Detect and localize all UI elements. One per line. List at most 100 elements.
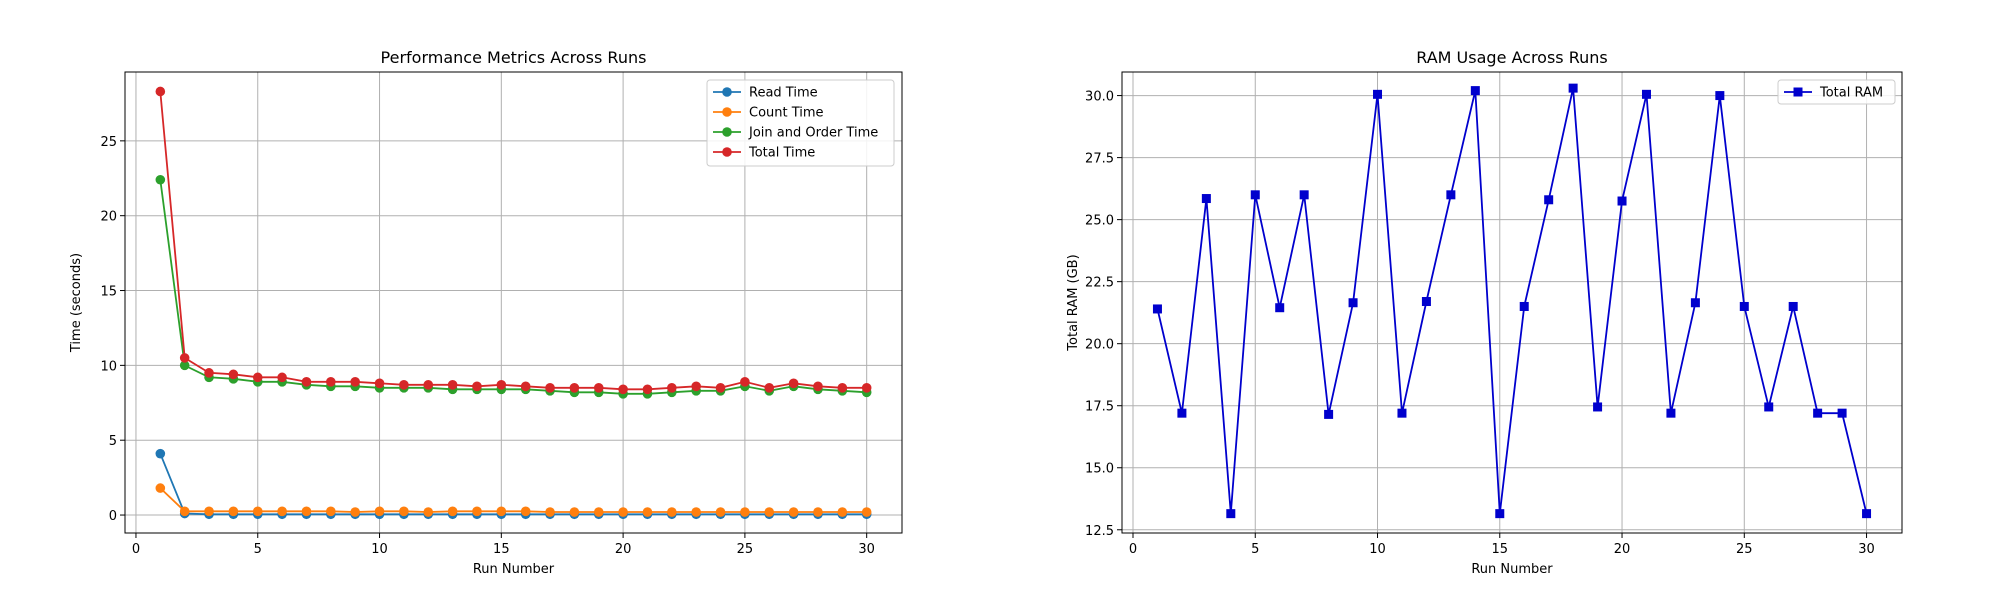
y-tick-label: 17.5 xyxy=(1085,400,1114,415)
data-point xyxy=(691,507,701,517)
data-point xyxy=(179,360,190,371)
data-point xyxy=(179,506,190,517)
data-point xyxy=(496,506,507,517)
data-point xyxy=(1739,301,1749,311)
data-point xyxy=(520,381,531,392)
x-tick-label: 5 xyxy=(254,542,262,557)
data-point xyxy=(374,506,385,517)
data-point xyxy=(520,506,531,517)
data-point xyxy=(861,383,872,393)
series-line xyxy=(159,453,867,516)
x-tick-label: 25 xyxy=(737,542,754,557)
data-point xyxy=(1788,301,1798,311)
data-point xyxy=(618,384,628,395)
legend-marker xyxy=(722,87,732,97)
y-axis-label: Time (seconds) xyxy=(69,253,84,353)
data-point xyxy=(1495,509,1505,519)
data-point xyxy=(1324,409,1334,419)
data-point xyxy=(837,383,848,393)
data-point xyxy=(1519,301,1529,311)
data-point xyxy=(667,507,677,517)
data-point xyxy=(228,369,239,380)
series-line xyxy=(1156,87,1868,514)
data-point xyxy=(1715,91,1725,101)
data-point xyxy=(667,383,677,393)
data-point xyxy=(1177,408,1187,418)
y-tick-label: 25.0 xyxy=(1085,214,1114,229)
data-point xyxy=(301,506,312,517)
x-tick-label: 15 xyxy=(1492,542,1509,557)
chart-1: 0 5 10 15 20 25 30 0 5 10 15 20 25 Performance Metric… xyxy=(69,48,903,577)
y-tick-label: 25 xyxy=(100,135,117,150)
data-point xyxy=(277,372,287,383)
data-point xyxy=(1690,298,1700,308)
legend-marker xyxy=(1793,87,1803,97)
data-point xyxy=(350,377,360,387)
x-tick-label: 0 xyxy=(1129,542,1137,557)
data-point xyxy=(374,378,385,389)
data-point xyxy=(715,383,726,393)
data-point xyxy=(545,507,555,517)
x-axis-label: Run Number xyxy=(1471,562,1553,577)
data-point xyxy=(1348,298,1358,308)
data-point xyxy=(593,507,604,517)
chart-2: 0 5 10 15 20 25 30 12.5 15.0 17.5 20.0 22.5 25.0 27.5… xyxy=(1066,48,1903,577)
legend: Total RAM xyxy=(1777,79,1896,105)
data-point xyxy=(1226,509,1236,519)
data-point xyxy=(1397,408,1407,418)
data-point xyxy=(569,383,580,393)
y-tick-label: 22.5 xyxy=(1085,276,1114,291)
data-point xyxy=(1641,89,1651,99)
data-point xyxy=(593,383,604,393)
data-point xyxy=(642,384,653,395)
y-tick-label: 27.5 xyxy=(1085,152,1114,167)
data-point xyxy=(813,507,823,517)
data-point xyxy=(1250,190,1260,200)
data-point xyxy=(740,507,750,517)
data-point xyxy=(155,86,166,97)
data-point xyxy=(472,506,482,517)
x-axis-label: Run Number xyxy=(473,562,555,577)
y-tick-label: 5 xyxy=(109,434,117,449)
chart-title: Performance Metrics Across Runs xyxy=(381,48,647,67)
data-point xyxy=(1275,303,1285,313)
data-point xyxy=(715,507,726,517)
y-axis-label: Total RAM (GB) xyxy=(1066,254,1081,351)
data-point xyxy=(326,377,336,387)
series-line xyxy=(159,487,867,513)
legend-label: Total Time xyxy=(748,146,815,161)
data-point xyxy=(155,448,166,459)
x-tick-label: 20 xyxy=(615,542,632,557)
x-tick-label: 30 xyxy=(858,542,875,557)
legend-box xyxy=(1777,79,1896,105)
data-point xyxy=(1617,196,1627,206)
data-point xyxy=(764,383,775,393)
data-point xyxy=(1299,190,1309,200)
y-tick-label: 20.0 xyxy=(1085,338,1114,353)
legend-label: Total RAM xyxy=(1819,86,1883,101)
legend-marker xyxy=(722,147,732,157)
legend-box xyxy=(706,79,895,167)
x-tick-label: 25 xyxy=(1736,542,1753,557)
legend-label: Read Time xyxy=(749,86,818,101)
data-point xyxy=(423,380,434,390)
data-point xyxy=(788,378,799,389)
x-tick-label: 0 xyxy=(132,542,140,557)
x-tick-label: 10 xyxy=(371,542,388,557)
data-point xyxy=(1764,402,1774,412)
legend-marker xyxy=(722,107,732,117)
data-point xyxy=(1593,402,1603,412)
chart-title: RAM Usage Across Runs xyxy=(1416,48,1608,67)
data-point xyxy=(1862,509,1872,519)
y-tick-label: 20 xyxy=(100,210,117,225)
data-point xyxy=(1544,195,1554,205)
y-tick-label: 0 xyxy=(109,509,117,524)
x-tick-label: 5 xyxy=(1251,542,1259,557)
data-point xyxy=(837,507,848,517)
y-tick-label: 15 xyxy=(100,285,117,300)
data-point xyxy=(788,507,799,517)
data-point xyxy=(1446,190,1456,200)
data-point xyxy=(447,380,458,390)
x-tick-label: 20 xyxy=(1614,542,1631,557)
y-tick-label: 12.5 xyxy=(1085,524,1114,539)
